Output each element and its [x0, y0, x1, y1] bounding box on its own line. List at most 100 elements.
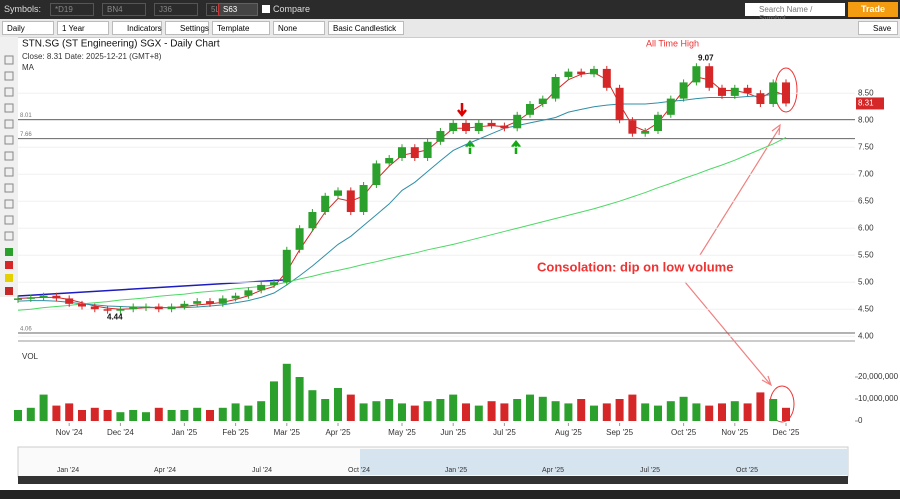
candle: [577, 71, 586, 75]
candle: [666, 98, 675, 115]
candle: [590, 68, 598, 75]
save-button[interactable]: Save: [858, 21, 898, 35]
navigator-window[interactable]: [360, 449, 848, 475]
volume-bar: [436, 399, 445, 421]
control[interactable]: None: [273, 21, 325, 35]
search[interactable]: Search Name / Symbol: [745, 3, 845, 23]
volume-bar: [718, 403, 726, 421]
volume-bar: [474, 405, 483, 421]
volume-bar: [346, 394, 355, 421]
x-tick-label: Apr '25: [325, 428, 351, 437]
control[interactable]: Daily: [2, 21, 54, 35]
control-bar: Daily 1 Year Indicators Settings Templat…: [0, 19, 900, 38]
volume-bar: [180, 410, 189, 421]
candle: [679, 82, 688, 99]
candle: [474, 122, 483, 132]
level-label: 8.01: [20, 113, 32, 119]
candle: [564, 71, 573, 78]
volume-bar: [666, 401, 675, 421]
candle: [116, 309, 125, 311]
x-tick-label: Jan '25: [172, 428, 198, 437]
candle: [270, 282, 278, 285]
y-tick-label: 5.50: [858, 250, 874, 259]
volume-bar: [52, 405, 61, 421]
candle: [398, 147, 406, 159]
candle: [705, 66, 714, 88]
y2-tick-label: 10,000,000: [858, 394, 899, 403]
x-tick-label: Mar '25: [274, 428, 301, 437]
control[interactable]: Basic Candlestick: [328, 21, 404, 35]
volume-bar: [129, 410, 138, 421]
candle: [39, 295, 48, 298]
candle: [602, 68, 611, 88]
navigator-label: Apr '25: [542, 467, 564, 474]
tab[interactable]: BN4: [102, 3, 146, 16]
compare[interactable]: Compare: [273, 4, 311, 14]
candle: [436, 131, 445, 142]
y-tick-label: 8.50: [858, 88, 874, 97]
control[interactable]: Settings: [165, 21, 209, 35]
candle: [654, 114, 662, 132]
volume-bar: [257, 401, 266, 421]
candle: [385, 158, 394, 164]
candle: [615, 87, 624, 121]
candle: [90, 306, 99, 310]
level-label: 4.06: [20, 327, 32, 333]
volume-bar: [410, 405, 419, 421]
volume-bar: [782, 407, 790, 421]
x-tick-label: Jul '25: [493, 428, 516, 437]
volume-bar: [167, 410, 176, 421]
down-arrow: [457, 103, 467, 118]
candle: [730, 87, 739, 96]
trade-button[interactable]: Trade: [848, 2, 898, 17]
control[interactable]: Indicators: [112, 21, 162, 35]
price-tag: [856, 97, 884, 110]
volume-bar: [692, 403, 701, 421]
tool-icon: [5, 287, 13, 295]
candle: [218, 298, 227, 304]
arrow: [699, 123, 781, 256]
chart-title: STN.SG (ST Engineering) SGX - Daily Char…: [22, 39, 220, 50]
candle: [641, 131, 650, 134]
tool-icon: [5, 248, 13, 256]
candle: [78, 303, 86, 307]
x-tick-label: Dec '25: [773, 428, 800, 437]
y-tick-label: 6.00: [858, 223, 874, 232]
candle: [52, 295, 61, 299]
up-arrow: [465, 139, 475, 154]
x-tick-label: May '25: [388, 428, 416, 437]
y-tick-label: 4.00: [858, 331, 874, 340]
candle: [231, 295, 240, 299]
tab[interactable]: J36: [154, 3, 198, 16]
volume-bar: [705, 405, 714, 421]
tool-icons: [4, 55, 14, 241]
volume-bar: [538, 396, 547, 421]
candle: [334, 190, 342, 196]
volume-bar: [500, 403, 509, 421]
volume-bar: [90, 407, 99, 421]
volume-bar: [321, 399, 330, 421]
checkbox[interactable]: [262, 5, 270, 13]
candle: [372, 163, 381, 186]
candle: [551, 77, 560, 99]
x-tick-label: Nov '24: [56, 428, 83, 437]
control[interactable]: 1 Year: [57, 21, 109, 35]
candle: [308, 212, 317, 229]
volume-bar: [449, 394, 458, 421]
volume-bar: [654, 405, 662, 421]
scrollbar[interactable]: [18, 476, 848, 484]
x-tick-label: Dec '24: [107, 428, 134, 437]
volume-bar: [372, 401, 381, 421]
ath-value: 9.07: [698, 54, 714, 63]
tab-active[interactable]: S63: [218, 3, 258, 16]
annotation: All Time High: [646, 38, 699, 48]
candle: [244, 290, 253, 296]
tab[interactable]: *D19: [50, 3, 94, 16]
subtitle: Close: 8.31 Date: 2025-12-21 (GMT+8): [22, 52, 162, 61]
x-tick-label: Nov '25: [721, 428, 748, 437]
control[interactable]: Template: [212, 21, 270, 35]
candle: [756, 93, 765, 105]
volume-bar: [295, 377, 304, 421]
y-tick-label: 5.00: [858, 277, 874, 286]
volume-bar: [513, 399, 522, 421]
